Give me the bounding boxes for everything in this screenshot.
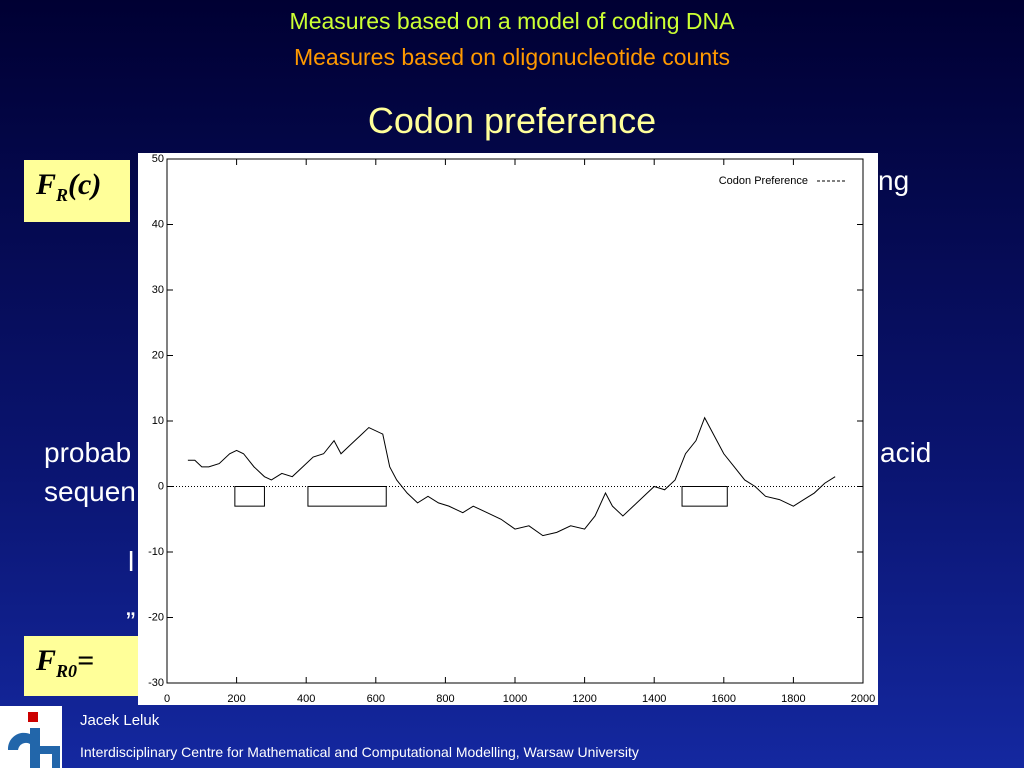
gene-box [234, 486, 265, 507]
legend-label: Codon Preference [719, 175, 808, 187]
x-tick-label: 600 [367, 693, 385, 705]
gene-box [681, 486, 728, 507]
x-tick-label: 1800 [781, 693, 805, 705]
y-tick-label: -20 [148, 611, 164, 623]
y-tick-label: 30 [152, 284, 164, 296]
x-tick-label: 2000 [851, 693, 875, 705]
formula-text: F [36, 168, 57, 201]
gene-box [307, 486, 387, 507]
y-tick-label: -10 [148, 546, 164, 558]
formula-text: = [77, 644, 95, 677]
text-fragment: l [128, 546, 135, 577]
x-tick-label: 0 [164, 693, 170, 705]
y-tick-label: 0 [158, 480, 164, 492]
x-tick-label: 200 [227, 693, 245, 705]
heading: Measures based on oligonucleotide counts [293, 44, 730, 70]
x-tick-label: 1600 [712, 693, 736, 705]
x-tick-label: 400 [297, 693, 315, 705]
author: Jacek Leluk [80, 712, 160, 729]
heading: Measures based on a model of coding DNA [289, 8, 735, 34]
y-tick-label: 40 [152, 218, 164, 230]
x-tick-label: 1200 [572, 693, 596, 705]
formula-text: R [56, 185, 69, 205]
chart: -30 -20 -10 0 10 20 30 40 50 0 200 400 600 800 1000 120… [138, 153, 878, 705]
text-fragment: sequen [44, 476, 136, 507]
title: Codon preference [367, 100, 657, 141]
x-tick-label: 1000 [503, 693, 527, 705]
logo [0, 706, 62, 768]
formula: FR(c) [24, 160, 130, 222]
text-fragment: acid [880, 437, 932, 468]
text-fragment: „ [126, 590, 136, 621]
text-fragment: probab [44, 437, 132, 468]
formula-text: R0 [56, 661, 78, 681]
y-tick-label: 20 [152, 349, 164, 361]
line-series [187, 416, 836, 537]
x-tick-label: 800 [436, 693, 454, 705]
y-tick-label: 10 [152, 415, 164, 427]
formula: FR0= [24, 636, 148, 696]
text-fragment: ng [878, 165, 910, 196]
institution: Interdisciplinary Centre for Mathematica… [80, 744, 639, 760]
y-tick-label: 50 [152, 153, 164, 165]
y-tick-label: -30 [148, 677, 164, 689]
plot-background [138, 153, 878, 705]
formula-text: F [36, 644, 57, 677]
x-tick-label: 1400 [642, 693, 666, 705]
formula-text: (c) [68, 168, 102, 201]
